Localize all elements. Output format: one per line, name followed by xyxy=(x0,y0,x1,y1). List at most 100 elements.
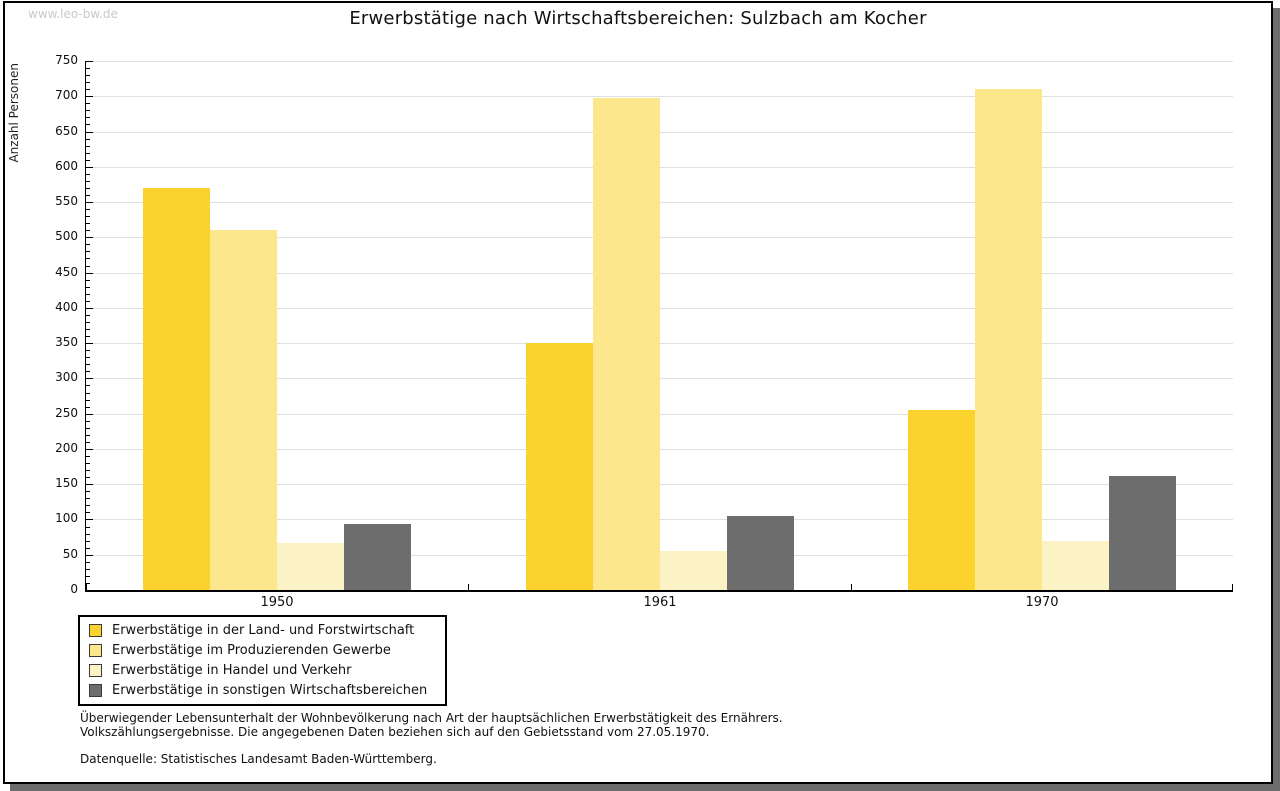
y-minor-tick xyxy=(86,505,90,507)
bar-1961-series1 xyxy=(526,343,593,590)
y-major-tick xyxy=(86,202,93,204)
y-minor-tick xyxy=(86,230,90,232)
bar-1970-series3 xyxy=(1042,541,1109,590)
bar-1961-series3 xyxy=(660,551,727,590)
y-major-tick xyxy=(86,448,93,450)
y-minor-tick xyxy=(86,441,90,443)
y-minor-tick xyxy=(86,82,90,84)
y-minor-tick xyxy=(86,392,90,394)
y-minor-tick xyxy=(86,251,90,253)
legend-item-4: Erwerbstätige in sonstigen Wirtschaftsbe… xyxy=(84,680,441,700)
y-tick-label-0: 0 xyxy=(70,582,78,596)
y-minor-tick xyxy=(86,159,90,161)
legend-item-label: Erwerbstätige in Handel und Verkehr xyxy=(112,662,352,678)
legend-swatch-icon xyxy=(89,663,102,677)
y-minor-tick xyxy=(86,575,90,577)
y-minor-tick xyxy=(86,547,90,549)
x-axis-tick xyxy=(1232,584,1233,590)
y-tick-label-600: 600 xyxy=(55,158,78,173)
bar-1961-series4 xyxy=(727,516,794,590)
y-tick-label-250: 250 xyxy=(55,405,78,420)
x-axis-tick xyxy=(851,584,852,590)
y-major-tick xyxy=(86,484,93,486)
y-tick-label-100: 100 xyxy=(55,511,78,526)
x-category-label-1970: 1970 xyxy=(1025,595,1059,610)
y-tick-label-300: 300 xyxy=(55,370,78,385)
chart-title: Erwerbstätige nach Wirtschaftsbereichen:… xyxy=(349,8,927,29)
bar-1950-series4 xyxy=(344,524,411,590)
chart-frame: www.leo-bw.de Erwerbstätige nach Wirtsch… xyxy=(3,1,1273,784)
footnote-line2: Volkszählungsergebnisse. Die angegebenen… xyxy=(80,725,710,739)
y-minor-tick xyxy=(86,321,90,323)
y-minor-tick xyxy=(86,470,90,472)
y-minor-tick xyxy=(86,512,90,514)
y-minor-tick xyxy=(86,463,90,465)
y-minor-tick xyxy=(86,265,90,267)
y-minor-tick xyxy=(86,173,90,175)
y-minor-tick xyxy=(86,427,90,429)
bar-1961-series2 xyxy=(593,98,660,590)
y-tick-label-550: 550 xyxy=(55,194,78,209)
y-minor-tick xyxy=(86,477,90,479)
y-minor-tick xyxy=(86,491,90,493)
bar-1950-series1 xyxy=(143,188,210,590)
y-minor-tick xyxy=(86,561,90,563)
bar-1950-series2 xyxy=(210,230,277,590)
y-major-tick xyxy=(86,554,93,556)
y-tick-label-650: 650 xyxy=(55,123,78,138)
y-minor-tick xyxy=(86,209,90,211)
legend-item-3: Erwerbstätige in Handel und Verkehr xyxy=(84,660,441,680)
y-major-tick xyxy=(86,378,93,380)
y-minor-tick xyxy=(86,350,90,352)
y-minor-tick xyxy=(86,455,90,457)
footnote-line1: Überwiegender Lebensunterhalt der Wohnbe… xyxy=(80,711,783,725)
legend-item-label: Erwerbstätige in sonstigen Wirtschaftsbe… xyxy=(112,682,428,698)
y-minor-tick xyxy=(86,68,90,70)
y-minor-tick xyxy=(86,117,90,119)
y-minor-tick xyxy=(86,406,90,408)
y-major-tick xyxy=(86,307,93,309)
y-minor-tick xyxy=(86,124,90,126)
bar-1970-series1 xyxy=(908,410,975,590)
y-tick-label-350: 350 xyxy=(55,335,78,350)
y-major-tick xyxy=(86,343,93,345)
y-minor-tick xyxy=(86,364,90,366)
y-minor-tick xyxy=(86,89,90,91)
y-major-tick xyxy=(86,166,93,168)
y-minor-tick xyxy=(86,357,90,359)
legend-swatch-icon xyxy=(89,623,102,637)
y-tick-label-450: 450 xyxy=(55,264,78,279)
x-axis-tick xyxy=(86,584,87,590)
legend-swatch-icon xyxy=(89,683,102,697)
y-minor-tick xyxy=(86,540,90,542)
y-minor-tick xyxy=(86,244,90,246)
y-minor-tick xyxy=(86,223,90,225)
gridline-750 xyxy=(86,61,1233,62)
y-minor-tick xyxy=(86,314,90,316)
y-tick-label-400: 400 xyxy=(55,299,78,314)
legend-item-label: Erwerbstätige im Produzierenden Gewerbe xyxy=(112,642,391,658)
y-major-tick xyxy=(86,61,93,62)
legend: Erwerbstätige in der Land- und Forstwirt… xyxy=(78,615,447,706)
y-minor-tick xyxy=(86,216,90,218)
y-minor-tick xyxy=(86,526,90,528)
y-minor-tick xyxy=(86,286,90,288)
y-minor-tick xyxy=(86,420,90,422)
y-minor-tick xyxy=(86,195,90,196)
y-minor-tick xyxy=(86,329,90,331)
y-major-tick xyxy=(86,96,93,98)
data-source-note: Datenquelle: Statistisches Landesamt Bad… xyxy=(80,752,437,766)
y-minor-tick xyxy=(86,371,90,373)
y-minor-tick xyxy=(86,180,90,182)
bar-1970-series4 xyxy=(1109,476,1176,590)
bar-1950-series3 xyxy=(277,543,344,590)
y-minor-tick xyxy=(86,434,90,436)
y-minor-tick xyxy=(86,498,90,500)
y-axis-title: Anzahl Personen xyxy=(7,63,21,163)
y-tick-label-50: 50 xyxy=(62,546,78,561)
y-tick-label-700: 700 xyxy=(55,88,78,103)
bar-1970-series2 xyxy=(975,89,1042,590)
y-tick-label-750: 750 xyxy=(55,53,78,67)
y-minor-tick xyxy=(86,568,90,570)
y-minor-tick xyxy=(86,138,90,140)
